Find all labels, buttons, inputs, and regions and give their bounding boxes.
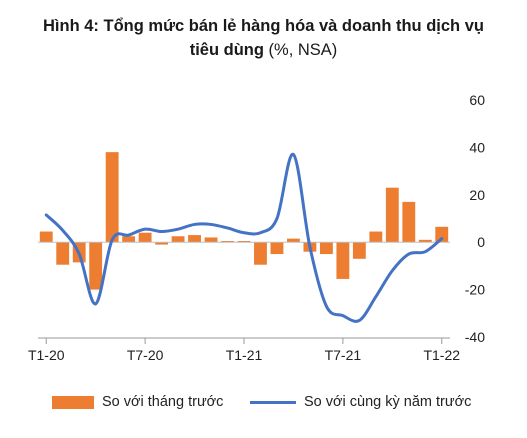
bar [270, 242, 284, 255]
title-line-2: tiêu dùng (%, NSA) [189, 41, 338, 59]
bar [237, 241, 251, 243]
chart-title: Hình 4: Tổng mức bán lẻ hàng hóa và doan… [0, 14, 527, 62]
bar [56, 242, 70, 265]
x-axis: T1-20 T7-20 T1-21 T7-21 T1-22 [28, 337, 460, 363]
legend-item-bar: So với tháng trước [52, 394, 223, 410]
line-yoy [44, 152, 444, 323]
bar [188, 235, 201, 243]
bar [319, 242, 333, 255]
y-tick-label: 40 [469, 139, 485, 155]
title-line-1: Hình 4: Tổng mức bán lẻ hàng hóa và doan… [43, 17, 484, 35]
legend-line-swatch [250, 400, 296, 404]
bar [418, 239, 432, 243]
bar [39, 231, 53, 243]
legend-bar-label: So với tháng trước [102, 394, 224, 410]
bar [287, 238, 300, 243]
bar [122, 236, 136, 243]
bar [369, 231, 383, 243]
bar [402, 201, 416, 243]
x-tick-label: T7-21 [325, 347, 362, 363]
bar [171, 236, 185, 243]
legend-item-line: So với cùng kỳ năm trước [250, 394, 471, 410]
line-series [44, 152, 444, 323]
x-tick-label: T7-20 [127, 347, 164, 363]
y-tick-label: 60 [469, 92, 485, 108]
y-tick-label: -20 [465, 282, 485, 298]
bar [352, 242, 366, 259]
y-tick-label: -40 [465, 329, 485, 345]
bar [435, 226, 449, 243]
x-tick-label: T1-22 [423, 347, 460, 363]
bar [204, 237, 218, 243]
x-tick-label: T1-20 [28, 347, 65, 363]
chart-plot: -40 -20 0 20 40 60 T1-20 T7-20 T1-21 T7-21 T1-22 [28, 92, 485, 363]
bar-series [39, 152, 449, 290]
bar [89, 242, 103, 290]
legend-bar-swatch [52, 395, 94, 409]
bar [221, 241, 234, 243]
legend: So với tháng trước So với cùng kỳ năm tr… [0, 394, 527, 418]
bar [336, 242, 350, 279]
bar [385, 187, 399, 243]
bar [105, 152, 119, 243]
bar [254, 242, 267, 265]
legend-line-label: So với cùng kỳ năm trước [304, 394, 472, 410]
x-tick-label: T1-21 [226, 347, 263, 363]
y-tick-label: 20 [469, 187, 485, 203]
y-tick-label: 0 [477, 234, 485, 250]
y-axis: -40 -20 0 20 40 60 [465, 92, 485, 345]
bar [138, 232, 152, 243]
bar [155, 242, 169, 245]
